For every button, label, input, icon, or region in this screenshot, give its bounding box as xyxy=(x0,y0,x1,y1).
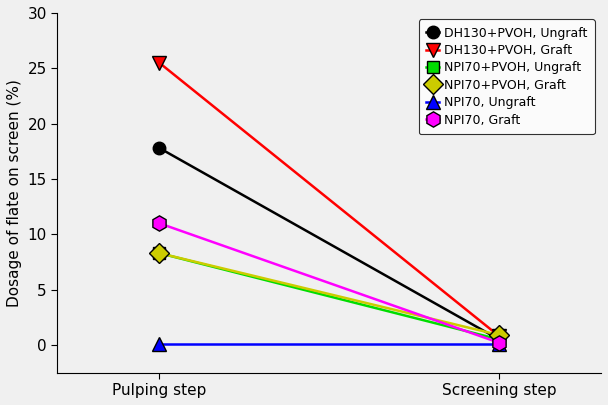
NPI70+PVOH, Graft xyxy=(496,333,503,337)
Line: NPI70, Ungraft: NPI70, Ungraft xyxy=(152,337,506,351)
DH130+PVOH, Graft xyxy=(156,60,163,65)
Line: NPI70+PVOH, Ungraft: NPI70+PVOH, Ungraft xyxy=(153,247,505,346)
Line: NPI70+PVOH, Graft: NPI70+PVOH, Graft xyxy=(152,246,506,342)
NPI70+PVOH, Ungraft xyxy=(156,251,163,256)
Line: DH130+PVOH, Ungraft: DH130+PVOH, Ungraft xyxy=(153,142,505,346)
DH130+PVOH, Ungraft xyxy=(156,145,163,150)
DH130+PVOH, Ungraft xyxy=(496,337,503,342)
DH130+PVOH, Graft xyxy=(496,334,503,339)
Legend: DH130+PVOH, Ungraft, DH130+PVOH, Graft, NPI70+PVOH, Ungraft, NPI70+PVOH, Graft, : DH130+PVOH, Ungraft, DH130+PVOH, Graft, … xyxy=(419,19,595,134)
NPI70, Graft xyxy=(156,221,163,226)
NPI70, Graft xyxy=(496,340,503,345)
NPI70, Ungraft xyxy=(156,341,163,346)
NPI70+PVOH, Graft xyxy=(156,251,163,256)
NPI70+PVOH, Ungraft xyxy=(496,337,503,342)
Line: NPI70, Graft: NPI70, Graft xyxy=(151,215,506,350)
Y-axis label: Dosage of flate on screen (%): Dosage of flate on screen (%) xyxy=(7,79,22,307)
NPI70, Ungraft xyxy=(496,341,503,346)
Line: DH130+PVOH, Graft: DH130+PVOH, Graft xyxy=(152,56,506,343)
